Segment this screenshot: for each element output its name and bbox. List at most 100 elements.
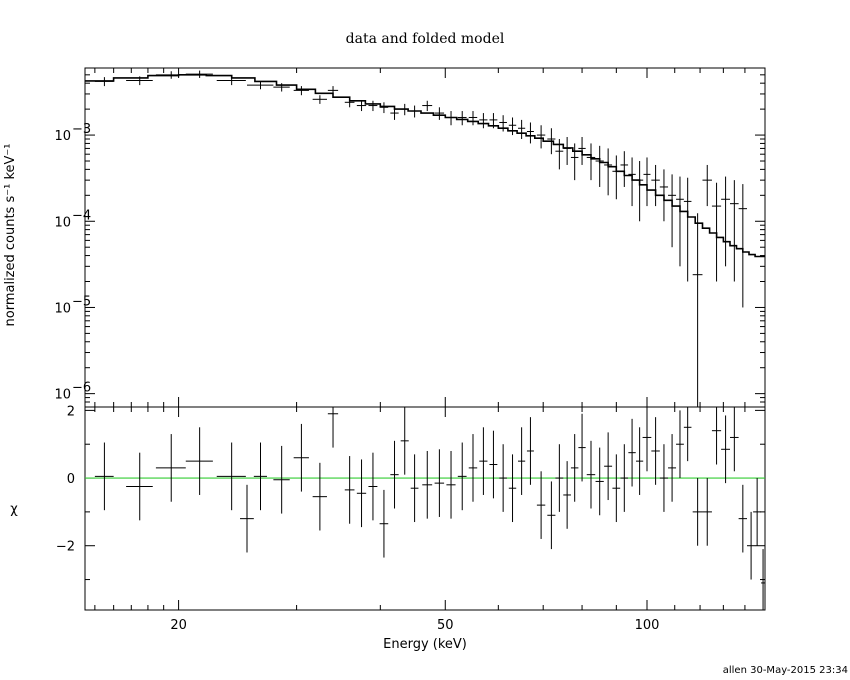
- data-point: [628, 157, 636, 207]
- residual-point: [555, 444, 564, 512]
- model-curve: [85, 74, 765, 258]
- data-point: [247, 81, 274, 90]
- residual-point: [457, 442, 467, 511]
- data-point: [468, 111, 478, 126]
- residual-point: [499, 444, 507, 512]
- y-tick-exponent: −5: [72, 294, 91, 309]
- residual-point: [692, 478, 703, 546]
- residual-point: [390, 440, 399, 509]
- data-point: [422, 100, 433, 112]
- residual-point: [642, 407, 652, 472]
- residual-point: [628, 418, 636, 487]
- data-point: [327, 86, 339, 96]
- data-point: [604, 148, 613, 196]
- residual-point: [434, 449, 445, 517]
- residual-point: [651, 417, 660, 485]
- data-point: [595, 145, 604, 187]
- x-tick-label: 100: [635, 618, 660, 633]
- residual-point: [668, 434, 677, 502]
- y-tick-exponent: −3: [72, 122, 91, 137]
- spectrum-panel: 10−610−510−410−3 normalized counts s⁻¹ k…: [3, 67, 766, 408]
- residual-point: [612, 454, 621, 523]
- residual-point: [738, 484, 747, 553]
- residual-point: [446, 450, 456, 519]
- data-point: [479, 113, 488, 129]
- residual-point: [327, 407, 339, 448]
- residual-point: [683, 407, 692, 462]
- data-point: [612, 155, 621, 200]
- residual-point: [729, 407, 739, 472]
- data-point: [659, 169, 669, 222]
- residual-point: [126, 452, 153, 521]
- residual-data-points: [94, 407, 765, 610]
- data-point: [721, 176, 730, 267]
- data-point: [508, 117, 517, 136]
- data-point: [518, 119, 526, 140]
- residual-point: [468, 434, 478, 502]
- data-point: [390, 107, 399, 120]
- x-tick-label: 20: [170, 618, 187, 633]
- spectrum-data-points: [94, 70, 747, 407]
- x-axis-label: Energy (keV): [383, 637, 467, 652]
- residual-point: [94, 442, 114, 511]
- residual-point: [563, 461, 571, 529]
- x-tick-label: 50: [437, 618, 454, 633]
- residual-point: [526, 417, 534, 485]
- data-point: [738, 184, 747, 308]
- y-tick-exponent: −6: [72, 381, 91, 396]
- data-point: [555, 139, 564, 170]
- residual-point: [479, 427, 488, 495]
- data-point: [489, 113, 498, 129]
- residual-y-tick-label: 2: [67, 404, 75, 419]
- y-tick-label: 10: [54, 301, 71, 316]
- model-step-line: [85, 74, 765, 258]
- data-point: [216, 76, 246, 86]
- y-tick-label: 10: [54, 129, 71, 144]
- residual-point: [379, 489, 389, 558]
- residual-point: [578, 413, 586, 482]
- residual-point: [216, 442, 246, 511]
- chart-title: data and folded model: [346, 31, 505, 47]
- residual-point: [620, 444, 629, 512]
- residual-point: [746, 511, 756, 580]
- data-point: [668, 174, 677, 248]
- residual-axis-label: χ: [10, 502, 18, 517]
- residual-frame: [84, 406, 766, 611]
- data-point: [526, 122, 534, 144]
- residual-point: [536, 471, 546, 539]
- data-point: [379, 102, 389, 114]
- data-point: [400, 103, 409, 116]
- residual-point: [659, 444, 669, 512]
- residual-panel: 20−220 50 100 χ Energy (keV): [10, 404, 766, 652]
- data-point: [676, 176, 684, 267]
- residual-point: [702, 478, 712, 546]
- data-point: [126, 76, 153, 86]
- residual-point: [586, 440, 596, 509]
- residual-point: [312, 462, 327, 531]
- data-point: [94, 77, 114, 87]
- residual-point: [293, 423, 309, 492]
- footer-stamp: allen 30-May-2015 23:34: [722, 665, 848, 676]
- residual-point: [368, 452, 378, 521]
- data-point: [702, 164, 712, 207]
- data-point: [356, 100, 367, 112]
- spectrum-axis-ticks: 10−610−510−410−3: [54, 67, 766, 408]
- y-tick-label: 10: [54, 215, 71, 230]
- residual-point: [753, 478, 762, 546]
- residual-point: [155, 434, 186, 502]
- residual-point: [356, 459, 367, 528]
- data-point: [643, 157, 651, 207]
- data-point: [410, 105, 419, 118]
- residual-y-tick-label: −2: [56, 540, 75, 555]
- data-point: [155, 71, 186, 79]
- data-point: [536, 125, 546, 149]
- residual-point: [711, 407, 722, 465]
- residual-point: [518, 427, 526, 495]
- data-point: [570, 143, 579, 181]
- data-point: [273, 83, 290, 92]
- residual-point: [595, 447, 604, 516]
- residual-point: [422, 450, 433, 519]
- data-point: [651, 164, 660, 207]
- data-point: [457, 111, 467, 126]
